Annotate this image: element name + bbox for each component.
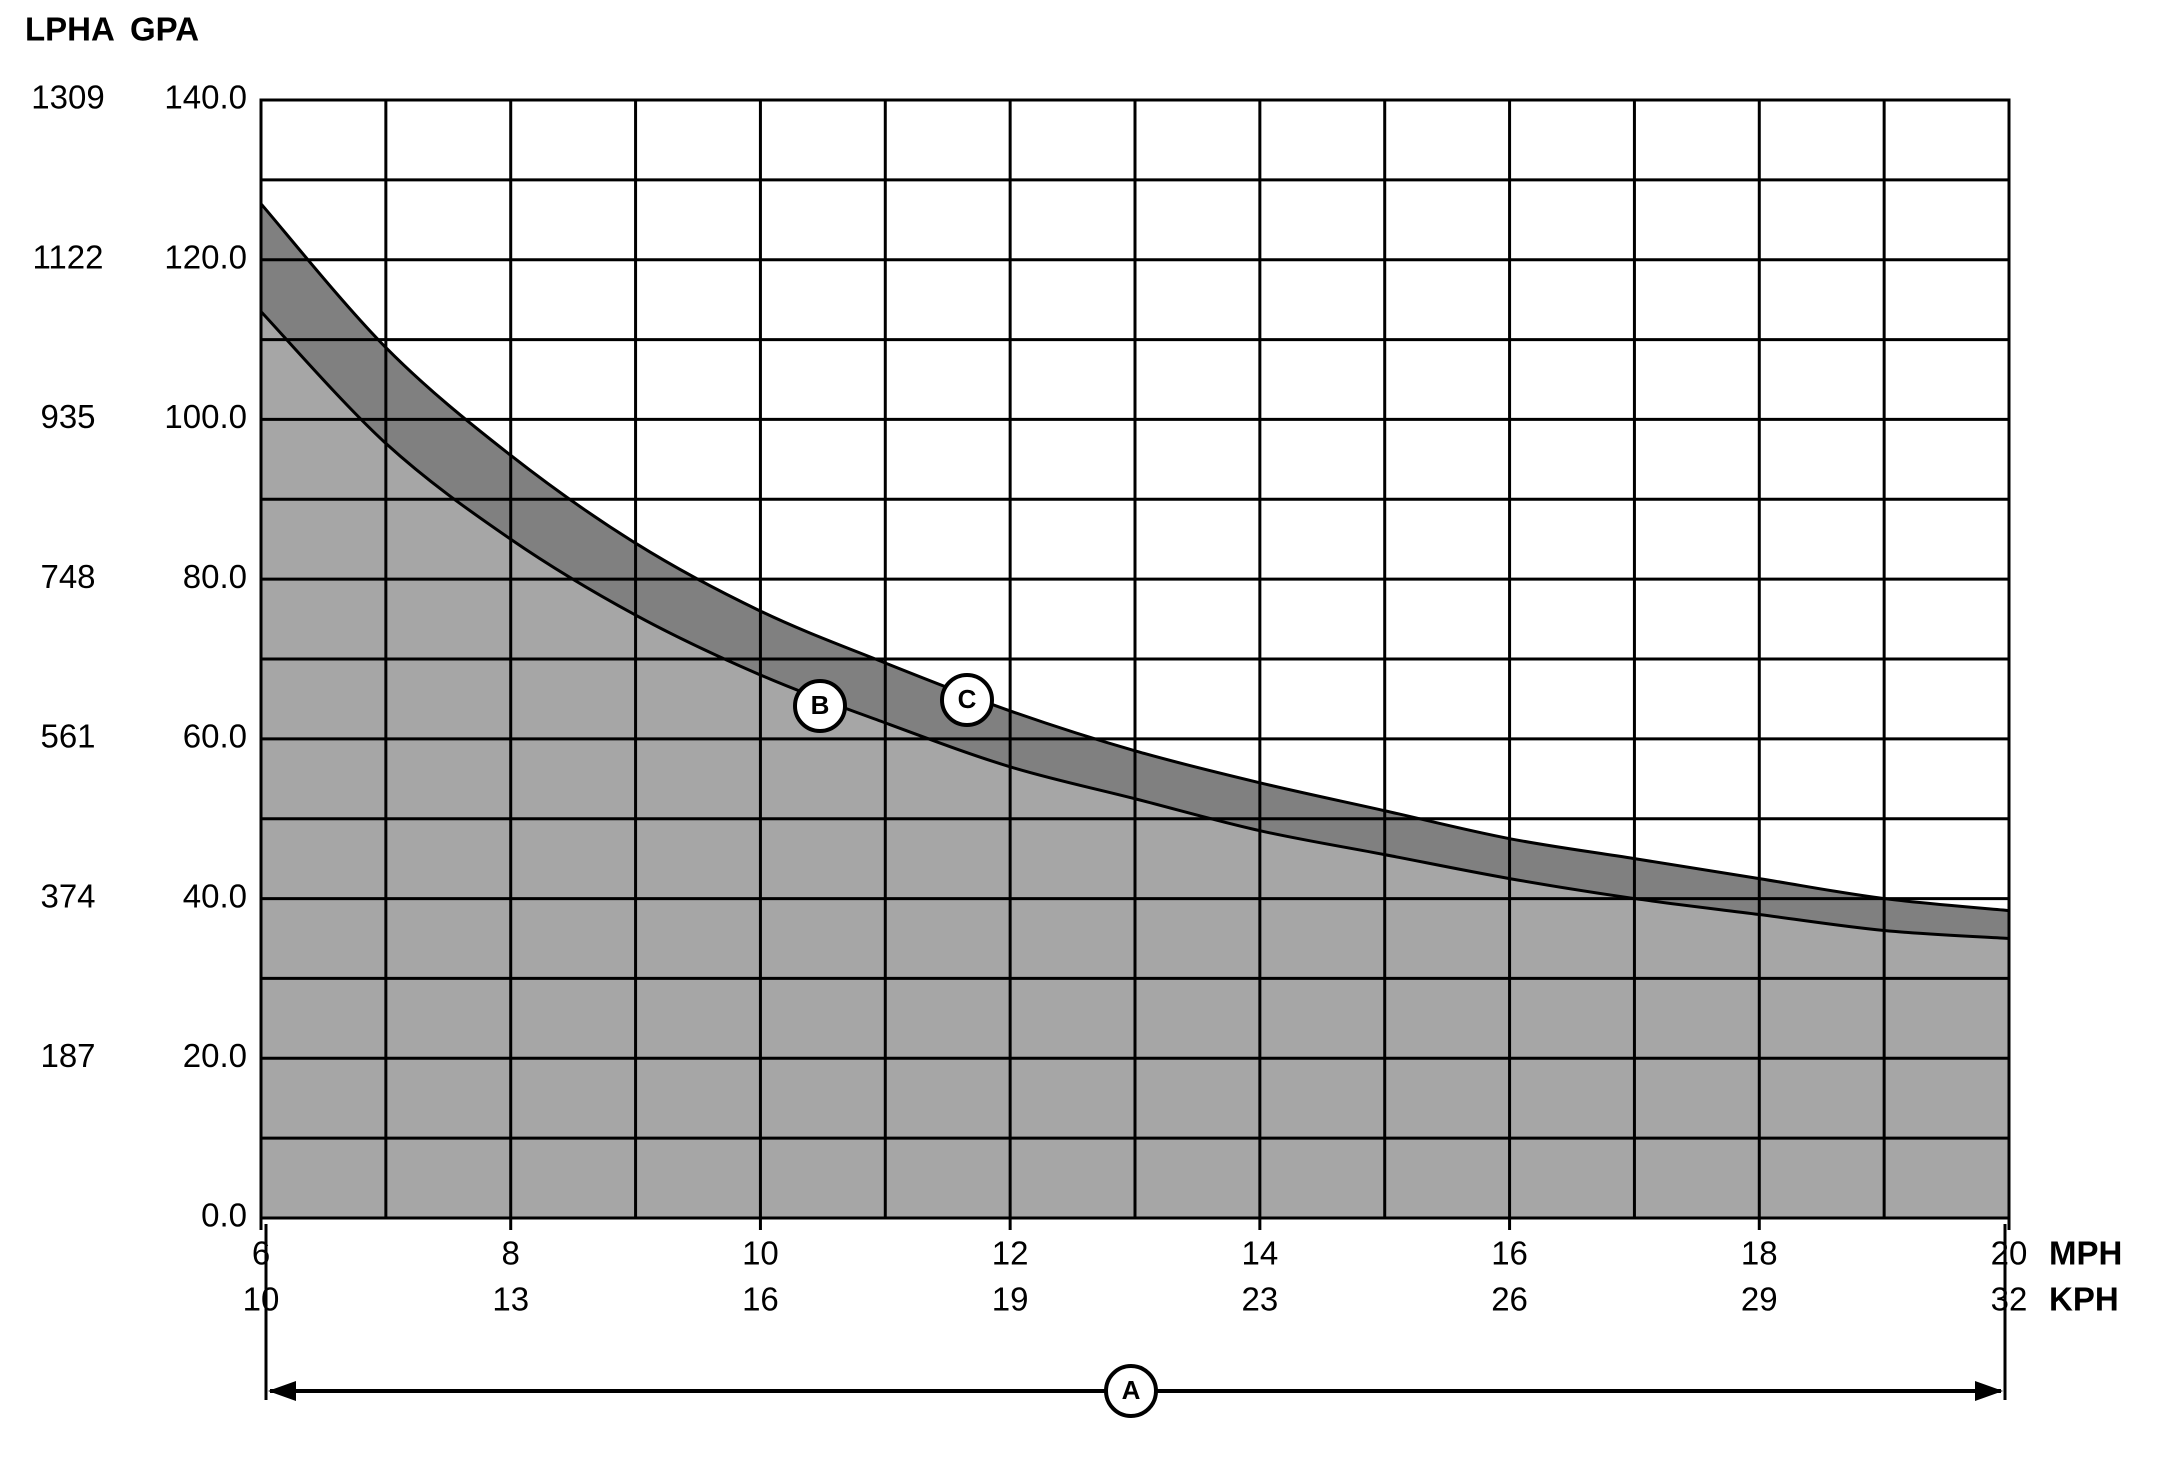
- callout-circle: [940, 673, 994, 727]
- x2-tick-label: 10: [243, 1281, 280, 1318]
- x2-tick-label: 19: [992, 1281, 1029, 1318]
- curve: [259, 202, 2010, 913]
- area: [261, 311, 2009, 1218]
- y-tick-label: 60.0: [183, 718, 247, 755]
- x2-tick-label: 16: [742, 1281, 779, 1318]
- y-tick-label: 120.0: [164, 238, 247, 275]
- x-axis-label: MPH: [2049, 1235, 2122, 1272]
- y-tick-label: 20.0: [183, 1037, 247, 1074]
- x2-tick-label: 26: [1491, 1281, 1528, 1318]
- arrow-head: [268, 1381, 296, 1401]
- x-tick-label: 16: [1491, 1235, 1528, 1272]
- callout-label: A: [1122, 1375, 1141, 1405]
- arrow-head: [1975, 1381, 2003, 1401]
- y2-tick-label: 748: [40, 558, 95, 595]
- callout-circle: [1104, 1364, 1158, 1418]
- x2-tick-label: 29: [1741, 1281, 1778, 1318]
- y-tick-label: 80.0: [183, 558, 247, 595]
- x-tick-label: 20: [1991, 1235, 2028, 1272]
- x2-tick-label: 32: [1991, 1281, 2028, 1318]
- x2-tick-label: 23: [1241, 1281, 1278, 1318]
- curve: [259, 310, 2010, 940]
- callout-label: C: [958, 684, 977, 714]
- y2-tick-label: 1122: [33, 238, 104, 275]
- y2-tick-label: 1309: [31, 79, 104, 116]
- y2-tick-label: 187: [40, 1037, 95, 1074]
- y-tick-label: 0.0: [201, 1197, 247, 1234]
- x-tick-label: 10: [742, 1235, 779, 1272]
- y-tick-label: 140.0: [164, 79, 247, 116]
- y2-axis-label: LPHA: [25, 11, 115, 48]
- y2-tick-label: 374: [40, 877, 95, 914]
- y-axis-label: GPA: [130, 11, 199, 48]
- x2-axis-label: KPH: [2049, 1281, 2119, 1318]
- y2-tick-label: 935: [40, 398, 95, 435]
- callout-circle: [793, 679, 847, 733]
- x-tick-label: 12: [992, 1235, 1029, 1272]
- plot-frame: [259, 98, 2011, 1220]
- x-tick-label: 14: [1241, 1235, 1278, 1272]
- y2-tick-label: 561: [40, 718, 95, 755]
- x-tick-label: 18: [1741, 1235, 1778, 1272]
- y-tick-label: 100.0: [164, 398, 247, 435]
- x-tick-label: 8: [502, 1235, 520, 1272]
- y-tick-label: 40.0: [183, 877, 247, 914]
- callout-label: B: [811, 690, 830, 720]
- x2-tick-label: 13: [492, 1281, 529, 1318]
